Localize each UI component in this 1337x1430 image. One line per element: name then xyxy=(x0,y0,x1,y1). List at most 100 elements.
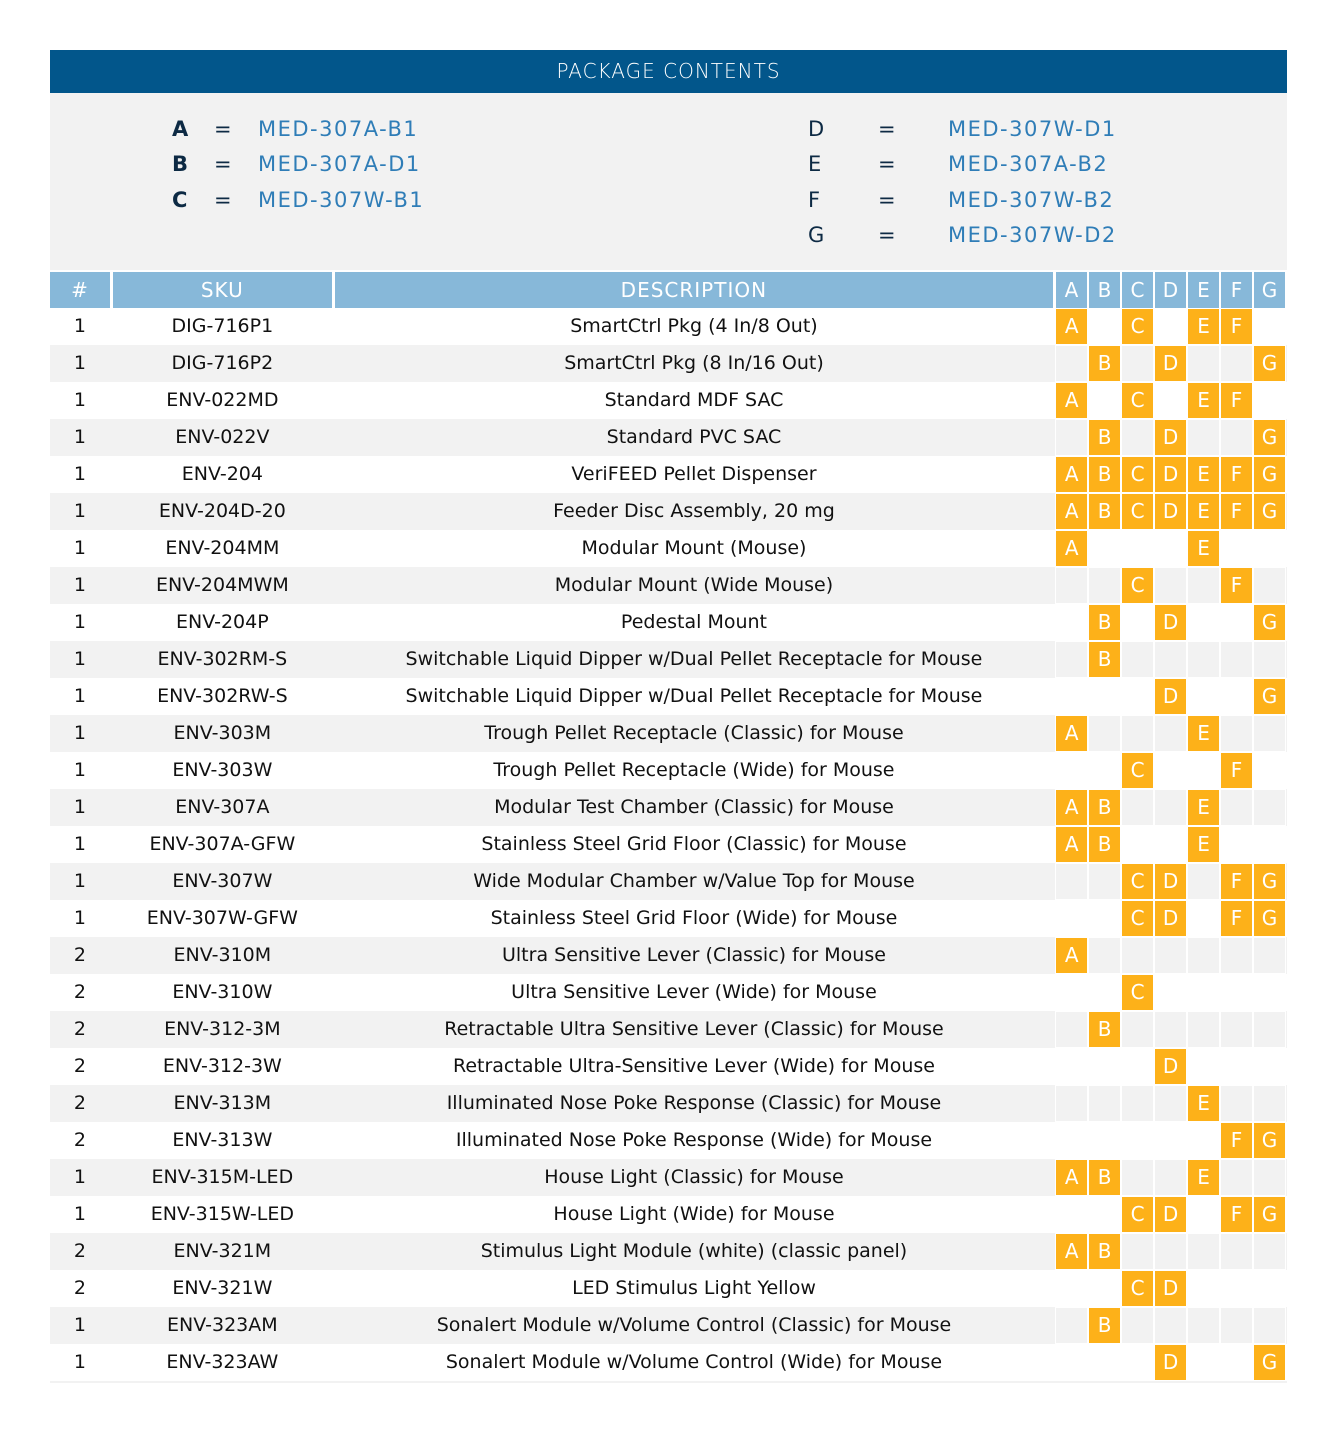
package-mark-d xyxy=(1155,938,1187,973)
qty-cell: 2 xyxy=(73,981,87,1003)
description-cell: Trough Pellet Receptacle (Classic) for M… xyxy=(484,722,904,744)
package-mark-b xyxy=(1089,383,1120,418)
legend-equals: = xyxy=(878,188,896,212)
package-mark-a xyxy=(1056,1123,1087,1158)
sku-cell: ENV-321W xyxy=(172,1277,273,1299)
package-mark-d: D xyxy=(1155,1049,1187,1084)
table-row: 1 ENV-022MD Standard MDF SAC A C E F xyxy=(50,382,1287,419)
legend-key: D xyxy=(808,117,825,141)
description-cell: Feeder Disc Assembly, 20 mg xyxy=(553,500,835,522)
qty-cell: 2 xyxy=(73,1055,87,1077)
package-mark-c: C xyxy=(1122,753,1154,788)
package-mark-e xyxy=(1188,975,1219,1010)
package-mark-f: F xyxy=(1221,1197,1252,1232)
package-mark-g xyxy=(1254,1271,1285,1306)
qty-cell: 1 xyxy=(73,833,87,855)
table-row: 1 ENV-307W-GFW Stainless Steel Grid Floor … xyxy=(50,900,1287,937)
package-mark-g xyxy=(1254,309,1285,344)
package-mark-a: A xyxy=(1056,531,1088,566)
package-mark-g xyxy=(1253,790,1285,825)
description-cell: House Light (Wide) for Mouse xyxy=(553,1203,835,1225)
package-mark-g: G xyxy=(1253,1123,1285,1158)
description-cell: Switchable Liquid Dipper w/Dual Pellet R… xyxy=(405,648,983,670)
sku-cell: ENV-204P xyxy=(176,611,269,633)
package-mark-e xyxy=(1188,1123,1219,1158)
package-mark-d xyxy=(1155,1308,1187,1343)
package-mark-c xyxy=(1122,1234,1154,1269)
package-mark-c: C xyxy=(1122,568,1154,603)
package-mark-g xyxy=(1253,1308,1285,1343)
package-mark-g: G xyxy=(1253,457,1285,492)
package-legend: A = MED-307A-B1 B = MED-307A-D1 C = MED-307W-B1 D… xyxy=(50,93,1287,270)
description-cell: Illuminated Nose Poke Response (Classic)… xyxy=(446,1092,942,1114)
package-mark-e: E xyxy=(1188,457,1220,492)
sku-cell: ENV-022MD xyxy=(166,389,279,411)
package-mark-f xyxy=(1221,1308,1252,1343)
package-mark-b xyxy=(1089,1086,1121,1121)
package-mark-e: E xyxy=(1188,716,1220,751)
table-row: 1 ENV-315M-LED House Light (Classic) for M… xyxy=(50,1159,1287,1196)
package-mark-c xyxy=(1122,420,1154,455)
package-mark-c: C xyxy=(1122,1197,1154,1232)
package-mark-e: E xyxy=(1188,827,1220,862)
package-mark-c: C xyxy=(1122,864,1154,899)
package-mark-c xyxy=(1122,716,1154,751)
qty-cell: 1 xyxy=(73,574,87,596)
package-mark-e: E xyxy=(1188,383,1220,418)
package-mark-e xyxy=(1188,864,1220,899)
table-row: 1 ENV-307W Wide Modular Chamber w/Value To… xyxy=(50,863,1287,900)
package-mark-d xyxy=(1155,1160,1187,1195)
package-mark-d xyxy=(1155,827,1186,862)
package-mark-c: C xyxy=(1122,383,1154,418)
package-mark-f xyxy=(1221,975,1252,1010)
description-cell: Standard MDF SAC xyxy=(604,389,784,411)
package-mark-a xyxy=(1056,679,1087,714)
package-mark-b: B xyxy=(1089,494,1121,529)
package-mark-f: F xyxy=(1221,1123,1252,1158)
package-mark-c: C xyxy=(1122,901,1154,936)
qty-cell: 1 xyxy=(73,426,87,448)
package-mark-b xyxy=(1089,568,1121,603)
qty-cell: 1 xyxy=(73,1166,87,1188)
qty-cell: 1 xyxy=(73,685,87,707)
package-mark-e xyxy=(1188,420,1220,455)
package-mark-d xyxy=(1155,975,1186,1010)
qty-cell: 1 xyxy=(73,759,87,781)
package-mark-b xyxy=(1089,531,1120,566)
package-mark-b: B xyxy=(1089,1308,1121,1343)
legend-value: MED-307A-B2 xyxy=(948,152,1109,176)
package-mark-f: F xyxy=(1221,901,1252,936)
package-mark-a xyxy=(1056,1308,1088,1343)
package-mark-c: C xyxy=(1122,975,1154,1010)
package-mark-a xyxy=(1056,753,1087,788)
package-mark-f xyxy=(1221,1345,1252,1380)
package-mark-d: D xyxy=(1155,1345,1187,1380)
package-mark-c xyxy=(1122,1049,1153,1084)
package-mark-b xyxy=(1089,1197,1120,1232)
package-mark-b xyxy=(1089,309,1120,344)
table-row: 2 ENV-313W Illuminated Nose Poke Response … xyxy=(50,1122,1287,1159)
package-mark-f xyxy=(1221,420,1252,455)
qty-cell: 1 xyxy=(73,796,87,818)
package-mark-b: B xyxy=(1089,642,1121,677)
package-mark-f xyxy=(1221,1049,1252,1084)
package-mark-e xyxy=(1188,1049,1219,1084)
header-package-a: A xyxy=(1056,272,1087,308)
legend-equals: = xyxy=(878,117,896,141)
package-mark-f xyxy=(1221,531,1252,566)
sku-cell: ENV-303W xyxy=(172,759,273,781)
sku-cell: ENV-312-3W xyxy=(162,1055,282,1077)
package-mark-e: E xyxy=(1188,309,1220,344)
package-mark-a: A xyxy=(1056,827,1088,862)
sku-cell: ENV-315M-LED xyxy=(151,1166,294,1188)
qty-cell: 1 xyxy=(73,1351,87,1373)
package-mark-e xyxy=(1188,1012,1220,1047)
package-mark-e xyxy=(1188,1308,1220,1343)
description-cell: Illuminated Nose Poke Response (Wide) fo… xyxy=(455,1129,933,1151)
description-cell: Pedestal Mount xyxy=(620,611,768,633)
package-mark-f xyxy=(1221,642,1252,677)
qty-cell: 1 xyxy=(73,315,87,337)
legend-item: G = MED-307W-D2 xyxy=(808,217,1208,253)
legend-key: B xyxy=(172,152,189,176)
package-contents-table: PACKAGE CONTENTS A = MED-307A-B1 B = MED-307A… xyxy=(50,50,1287,1383)
